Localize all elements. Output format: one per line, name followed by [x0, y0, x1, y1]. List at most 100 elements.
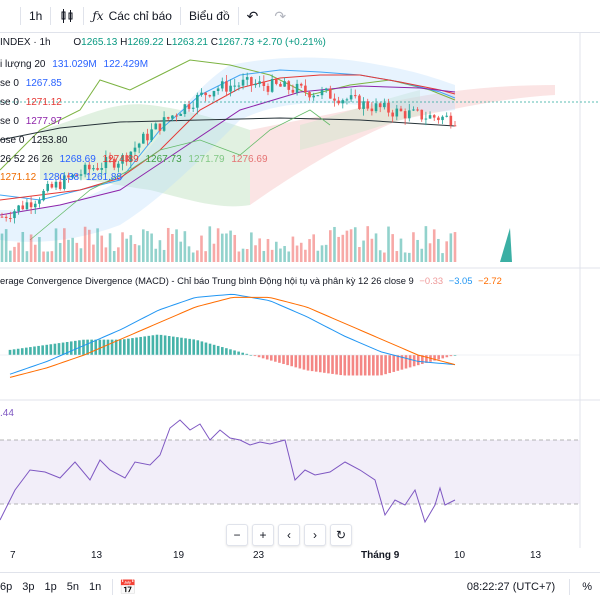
candle-body: [337, 100, 340, 104]
candle-body: [63, 175, 66, 189]
symbol-name[interactable]: INDEX · 1h: [0, 37, 51, 48]
ma3-legend[interactable]: se 0 1277.97: [0, 116, 62, 127]
candle-body: [353, 95, 357, 97]
macd-legend[interactable]: erage Convergence Divergence (MACD) - Ch…: [0, 275, 502, 286]
candle-body: [225, 81, 228, 92]
axis-tick: Tháng 9: [361, 550, 400, 561]
ichimoku-legend-2[interactable]: 1271.12 1280.38 1261.88: [0, 172, 122, 183]
undo-button[interactable]: ↶: [239, 0, 267, 32]
volume-bar: [9, 250, 12, 262]
volume-bar: [420, 248, 424, 262]
ma1-label: se 0: [0, 78, 19, 89]
volume-bar: [121, 232, 124, 262]
volume-bar: [92, 244, 95, 262]
indicators-button[interactable]: ƒx Các chỉ báo: [84, 0, 180, 32]
volume-bar: [171, 234, 174, 262]
candle-body: [266, 86, 270, 92]
ma2-value: 1271.12: [25, 97, 62, 108]
candle-body: [453, 125, 457, 127]
percent-toggle[interactable]: %: [582, 581, 592, 593]
range-button[interactable]: 1n: [89, 581, 102, 593]
volume-bar: [308, 239, 311, 262]
macd-hist-bar: [61, 342, 65, 355]
volume-bar: [412, 232, 415, 262]
timeframe-button[interactable]: 1h: [21, 0, 50, 32]
candle-body: [96, 168, 99, 170]
time-axis[interactable]: 7 13 19 23 Tháng 9 10 13: [0, 550, 600, 568]
range-button[interactable]: 5n: [66, 581, 79, 593]
volume-bar: [200, 235, 203, 262]
reset-button[interactable]: ↻: [330, 524, 352, 546]
volume-bar: [183, 231, 187, 262]
volume-bar: [42, 251, 45, 262]
ichimoku-legend[interactable]: 26 52 26 26 1268.69 1274.89 1267.73 1271…: [0, 154, 268, 165]
menu-partial: [0, 0, 20, 32]
macd-title: erage Convergence Divergence (MACD) - Ch…: [0, 275, 414, 286]
ichimoku-value: 1268.69: [59, 154, 96, 165]
volume-bar: [96, 228, 99, 262]
macd-hist-bar: [253, 355, 257, 357]
candle-body: [79, 174, 83, 176]
macd-hist-bar: [20, 348, 24, 355]
zoom-out-button[interactable]: −: [226, 524, 248, 546]
macd-hist-bar: [380, 355, 383, 376]
ma4-legend[interactable]: ose 0 1253.80: [0, 135, 67, 146]
macd-hist-bar: [139, 336, 142, 355]
candle-body: [262, 81, 266, 87]
rsi-legend[interactable]: .44: [0, 408, 14, 419]
candle-body: [341, 100, 345, 104]
scroll-left-button[interactable]: ‹: [278, 524, 300, 546]
candle-body: [191, 107, 195, 109]
chart-type-button[interactable]: [51, 0, 83, 32]
redo-button[interactable]: ↷: [266, 0, 294, 32]
macd-hist-bar: [196, 340, 200, 355]
macd-hist-bar: [335, 355, 338, 375]
range-button[interactable]: 1p: [44, 581, 57, 593]
volume-bar: [383, 252, 386, 262]
volume-bar: [250, 232, 253, 262]
macd-hist-bar: [269, 355, 273, 361]
scroll-right-button[interactable]: ›: [304, 524, 326, 546]
macd-hist-bar: [372, 355, 375, 376]
redo-icon: ↷: [274, 7, 287, 24]
ma2-legend[interactable]: se 0 1271.12: [0, 97, 62, 108]
candle-body: [204, 92, 207, 96]
ma1-value: 1267.85: [25, 78, 62, 89]
ichimoku-value: 1261.88: [85, 172, 123, 183]
macd-hist-bar: [302, 355, 306, 370]
volume-bar: [362, 240, 365, 262]
ichimoku-value: 1271.79: [188, 154, 225, 165]
volume-bar: [79, 248, 83, 262]
range-button[interactable]: 6p: [0, 581, 13, 593]
candle-body: [125, 155, 128, 162]
volume-bar: [100, 235, 104, 262]
candle-body: [54, 181, 58, 188]
macd-hist-bar: [421, 355, 424, 365]
volume-bar: [187, 246, 191, 262]
candle-body: [121, 155, 124, 164]
range-button[interactable]: 3p: [22, 581, 35, 593]
ma4-value: 1253.80: [31, 135, 68, 146]
ma-line-purple: [0, 85, 456, 216]
ma1-legend[interactable]: se 0 1267.85: [0, 78, 62, 89]
macd-hist-bar: [359, 355, 363, 376]
bottom-bar: 6p 3p 1p 5n 1n 📅 08:22:27 (UTC+7) %: [0, 572, 600, 601]
candle-body: [137, 143, 141, 148]
volume-bar: [129, 235, 133, 262]
macd-hist-bar: [433, 355, 436, 361]
date-range-icon[interactable]: 📅: [119, 578, 137, 595]
indicators-label: Các chỉ báo: [108, 9, 172, 23]
clock-time[interactable]: 08:22:27 (UTC+7): [466, 581, 556, 593]
volume-bar: [67, 239, 70, 262]
zoom-in-button[interactable]: +: [252, 524, 274, 546]
volume-bar: [304, 249, 307, 262]
candle-body: [166, 117, 170, 119]
macd-hist-bar: [237, 351, 240, 355]
macd-hist-bar: [425, 355, 428, 363]
macd-hist-bar: [343, 355, 347, 376]
high-value: 1269.22: [127, 37, 164, 48]
layout-button[interactable]: Biểu đồ: [181, 0, 238, 32]
candle-body: [87, 164, 91, 170]
volume-legend[interactable]: i lượng 20 131.029M 122.429M: [0, 59, 148, 70]
chart-canvas[interactable]: [0, 32, 600, 548]
